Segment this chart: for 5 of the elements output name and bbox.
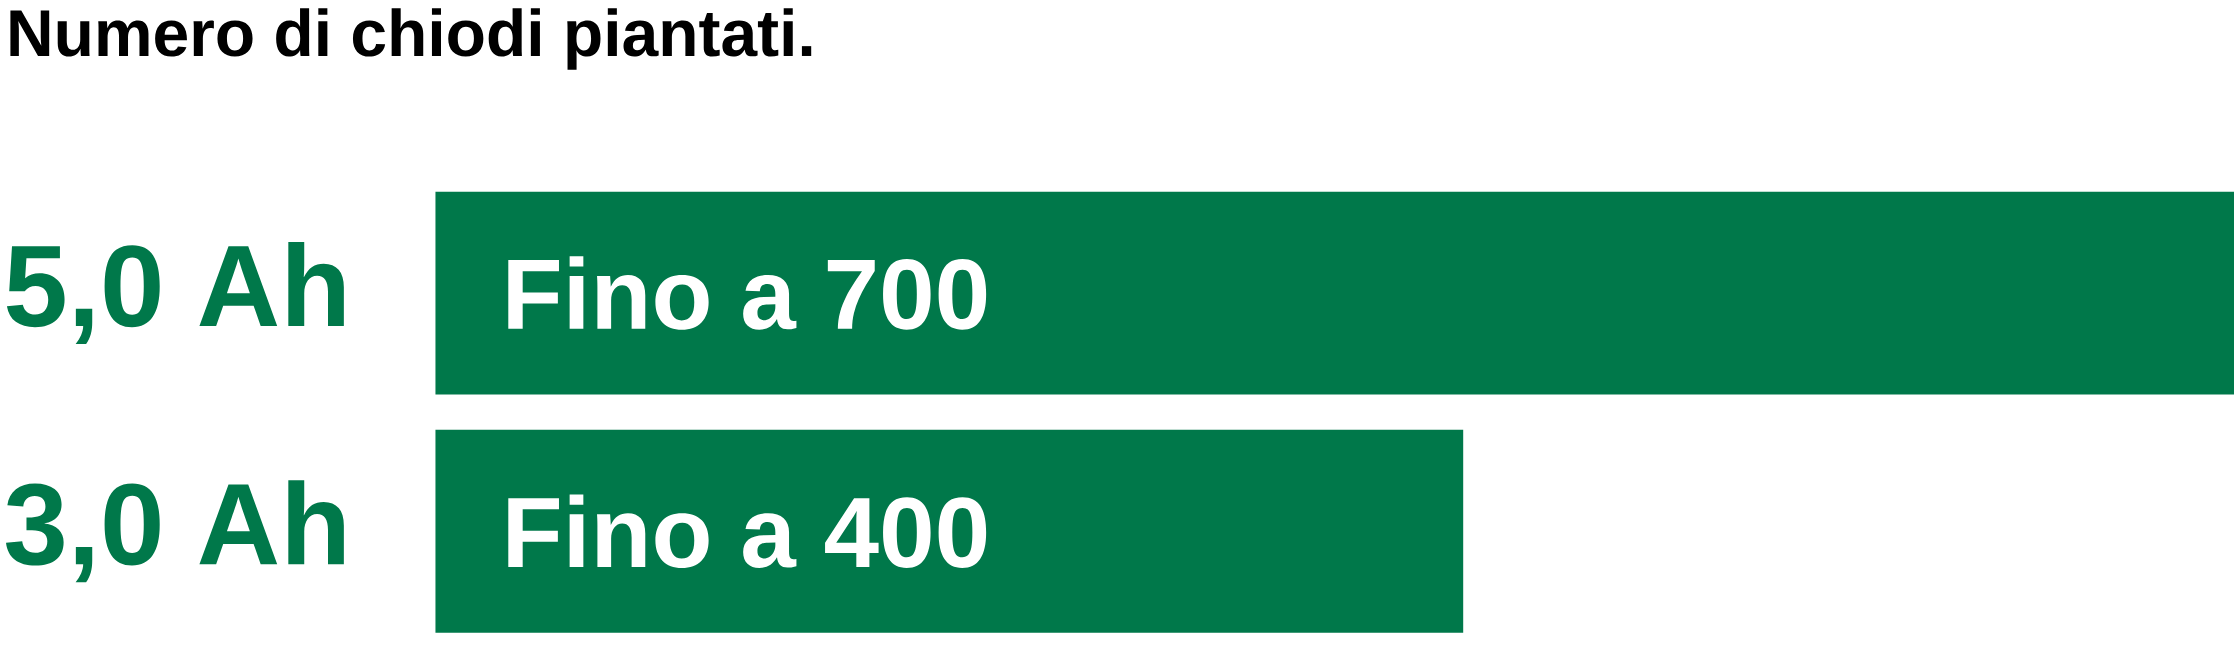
data-label: Fino a 400	[508, 494, 987, 568]
data-label: Fino a 700	[508, 256, 987, 330]
y-tick-label: 5,0 Ah	[6, 241, 344, 344]
y-tick-label: 3,0 Ah	[6, 480, 344, 583]
chart-title: Numero di chiodi piantati.	[10, 7, 812, 70]
